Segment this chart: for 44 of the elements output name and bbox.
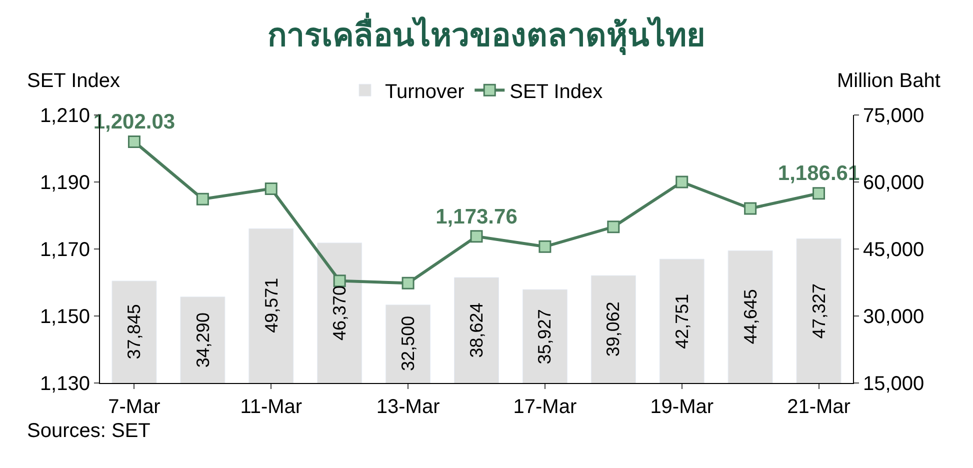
y2-axis-title: Million Baht <box>837 70 941 92</box>
y2-tick-label: 45,000 <box>863 239 924 261</box>
point <box>128 135 140 148</box>
data-label: 32,500 <box>398 316 418 371</box>
data-label: 47,327 <box>808 284 829 339</box>
point <box>470 230 483 243</box>
data-label: 37,845 <box>124 304 144 360</box>
point <box>676 176 688 188</box>
data-label: 38,624 <box>466 302 486 358</box>
y2-tick-label: 15,000 <box>863 373 924 395</box>
chart-title: การเคลื่อนไหวของตลาดหุ้นไทย <box>268 12 706 56</box>
y-tick-label: 1,190 <box>40 172 90 194</box>
point <box>812 187 826 200</box>
data-label: 1,173.76 <box>436 205 518 228</box>
y-tick-label: 1,170 <box>40 239 90 261</box>
data-label: 49,571 <box>261 278 282 333</box>
y2-tick-label: 75,000 <box>863 105 924 127</box>
data-label: 39,062 <box>603 302 624 357</box>
y-tick-label: 1,150 <box>40 306 90 328</box>
x-tick-label: 11-Mar <box>240 396 302 418</box>
source-note: Sources: SET <box>27 420 150 442</box>
y2-tick-label: 60,000 <box>863 172 924 194</box>
y2-tick-label: 30,000 <box>863 306 924 328</box>
y-axis-title: SET Index <box>27 70 120 92</box>
data-label: 42,751 <box>672 294 692 349</box>
x-tick-label: 19-Mar <box>650 396 714 418</box>
legend-label: SET Index <box>510 80 603 103</box>
data-label: 35,927 <box>534 309 555 364</box>
point <box>538 240 552 253</box>
data-label: 44,645 <box>740 289 761 344</box>
x-tick-label: 7-Mar <box>108 396 161 418</box>
legend-label: Turnover <box>385 80 465 103</box>
data-label: 46,370 <box>330 285 350 341</box>
point <box>607 220 620 234</box>
point <box>402 276 414 290</box>
x-tick-label: 13-Mar <box>376 396 440 418</box>
point <box>744 202 757 215</box>
x-tick-label: 17-Mar <box>513 396 577 418</box>
y-tick-label: 1,210 <box>40 105 90 127</box>
x-tick-label: 21-Mar <box>787 396 851 418</box>
y-tick-label: 1,130 <box>40 373 90 395</box>
data-label: 34,290 <box>192 312 213 368</box>
point <box>196 192 209 206</box>
point <box>264 182 278 195</box>
